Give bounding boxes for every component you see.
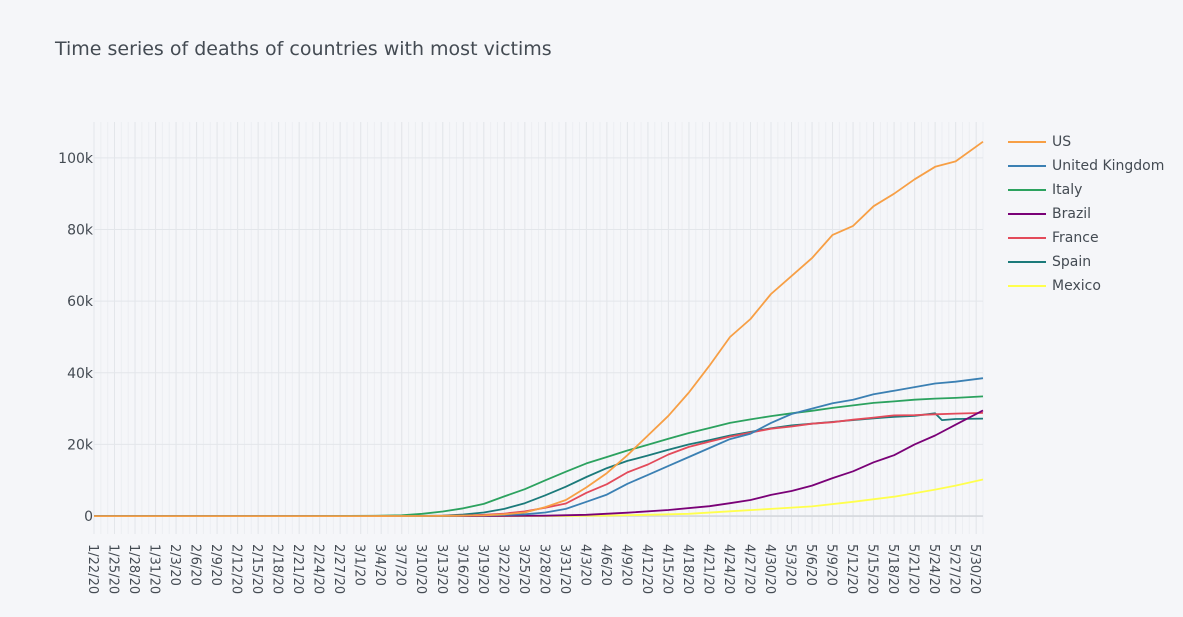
x-tick-label: 1/31/20 [147, 544, 162, 594]
x-tick-label: 4/3/20 [577, 544, 592, 586]
x-tick-label: 5/3/20 [783, 544, 798, 586]
x-tick-label: 4/18/20 [680, 544, 695, 594]
x-tick-label: 4/12/20 [639, 544, 654, 594]
legend-item-france[interactable]: France [1008, 226, 1164, 250]
legend-item-italy[interactable]: Italy [1008, 178, 1164, 202]
x-tick-label: 3/22/20 [495, 544, 510, 594]
x-tick-label: 2/24/20 [311, 544, 326, 594]
y-tick-label: 80k [67, 222, 94, 238]
legend: US United Kingdom Italy Brazil France Spain Me… [1008, 130, 1164, 298]
series-line-united-kingdom [94, 377, 984, 517]
legend-swatch [1008, 285, 1046, 287]
x-tick-label: 2/9/20 [208, 544, 223, 586]
legend-label: United Kingdom [1052, 158, 1165, 174]
chart-title: Time series of deaths of countries with … [55, 38, 552, 60]
major-vertical-gridlines [93, 122, 977, 534]
x-tick-label: 4/30/20 [762, 544, 777, 594]
x-tick-label: 3/13/20 [434, 544, 449, 594]
series-line-spain [94, 412, 984, 517]
x-tick-label: 5/18/20 [885, 544, 900, 594]
x-tick-label: 3/7/20 [393, 544, 408, 586]
x-tick-label: 4/15/20 [659, 544, 674, 594]
x-tick-label: 5/6/20 [803, 544, 818, 586]
legend-item-spain[interactable]: Spain [1008, 250, 1164, 274]
legend-item-us[interactable]: US [1008, 130, 1164, 154]
x-tick-label: 4/27/20 [741, 544, 756, 594]
series-line-italy [94, 395, 984, 517]
x-tick-label: 5/15/20 [865, 544, 880, 594]
series-line-brazil [94, 409, 984, 517]
legend-label: Spain [1052, 254, 1092, 270]
y-tick-label: 0 [84, 509, 93, 525]
x-tick-label: 1/25/20 [106, 544, 121, 594]
legend-swatch [1008, 213, 1046, 215]
legend-swatch [1008, 237, 1046, 239]
x-tick-label: 1/28/20 [126, 544, 141, 594]
x-tick-label: 5/24/20 [926, 544, 941, 594]
legend-swatch [1008, 141, 1046, 143]
horizontal-gridlines: 0 20k 40k 60k 80k 100k [58, 151, 983, 525]
x-tick-label: 3/1/20 [352, 544, 367, 586]
x-tick-label: 3/10/20 [413, 544, 428, 594]
x-tick-label: 5/30/20 [967, 544, 982, 594]
x-tick-label: 4/9/20 [618, 544, 633, 586]
legend-item-mexico[interactable]: Mexico [1008, 274, 1164, 298]
x-tick-label: 2/18/20 [270, 544, 285, 594]
x-tick-label: 5/21/20 [906, 544, 921, 594]
y-tick-label: 100k [58, 151, 94, 167]
x-tick-label: 5/27/20 [947, 544, 962, 594]
y-tick-label: 20k [67, 437, 94, 453]
x-tick-label: 2/12/20 [229, 544, 244, 594]
x-tick-label: 4/6/20 [598, 544, 613, 586]
x-tick-label: 3/16/20 [454, 544, 469, 594]
y-tick-label: 40k [67, 366, 94, 382]
x-tick-label: 2/3/20 [167, 544, 182, 586]
x-tick-label: 2/21/20 [290, 544, 305, 594]
x-tick-label: 1/22/20 [85, 544, 100, 594]
legend-swatch [1008, 189, 1046, 191]
legend-label: France [1052, 230, 1099, 246]
x-tick-label: 3/28/20 [536, 544, 551, 594]
x-tick-label: 3/31/20 [557, 544, 572, 594]
x-tick-label: 4/21/20 [700, 544, 715, 594]
legend-label: US [1052, 134, 1072, 150]
legend-swatch [1008, 165, 1046, 167]
x-axis-ticks: 1/22/20 1/25/20 1/28/20 1/31/20 2/3/20 2/6/20… [85, 544, 982, 594]
x-tick-label: 5/9/20 [824, 544, 839, 586]
x-tick-label: 2/27/20 [331, 544, 346, 594]
x-tick-label: 3/25/20 [516, 544, 531, 594]
series-line-us [94, 140, 984, 517]
x-tick-label: 3/19/20 [475, 544, 490, 594]
legend-item-united-kingdom[interactable]: United Kingdom [1008, 154, 1164, 178]
x-tick-label: 2/15/20 [249, 544, 264, 594]
x-tick-label: 3/4/20 [372, 544, 387, 586]
y-tick-label: 60k [67, 294, 94, 310]
x-tick-label: 5/12/20 [844, 544, 859, 594]
legend-label: Italy [1052, 182, 1083, 198]
x-tick-label: 2/6/20 [188, 544, 203, 586]
legend-label: Mexico [1052, 278, 1101, 294]
x-tick-label: 4/24/20 [721, 544, 736, 594]
legend-label: Brazil [1052, 206, 1092, 222]
series-lines [94, 140, 984, 517]
legend-item-brazil[interactable]: Brazil [1008, 202, 1164, 226]
legend-swatch [1008, 261, 1046, 263]
